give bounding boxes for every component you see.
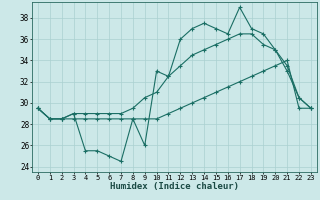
X-axis label: Humidex (Indice chaleur): Humidex (Indice chaleur) — [110, 182, 239, 191]
